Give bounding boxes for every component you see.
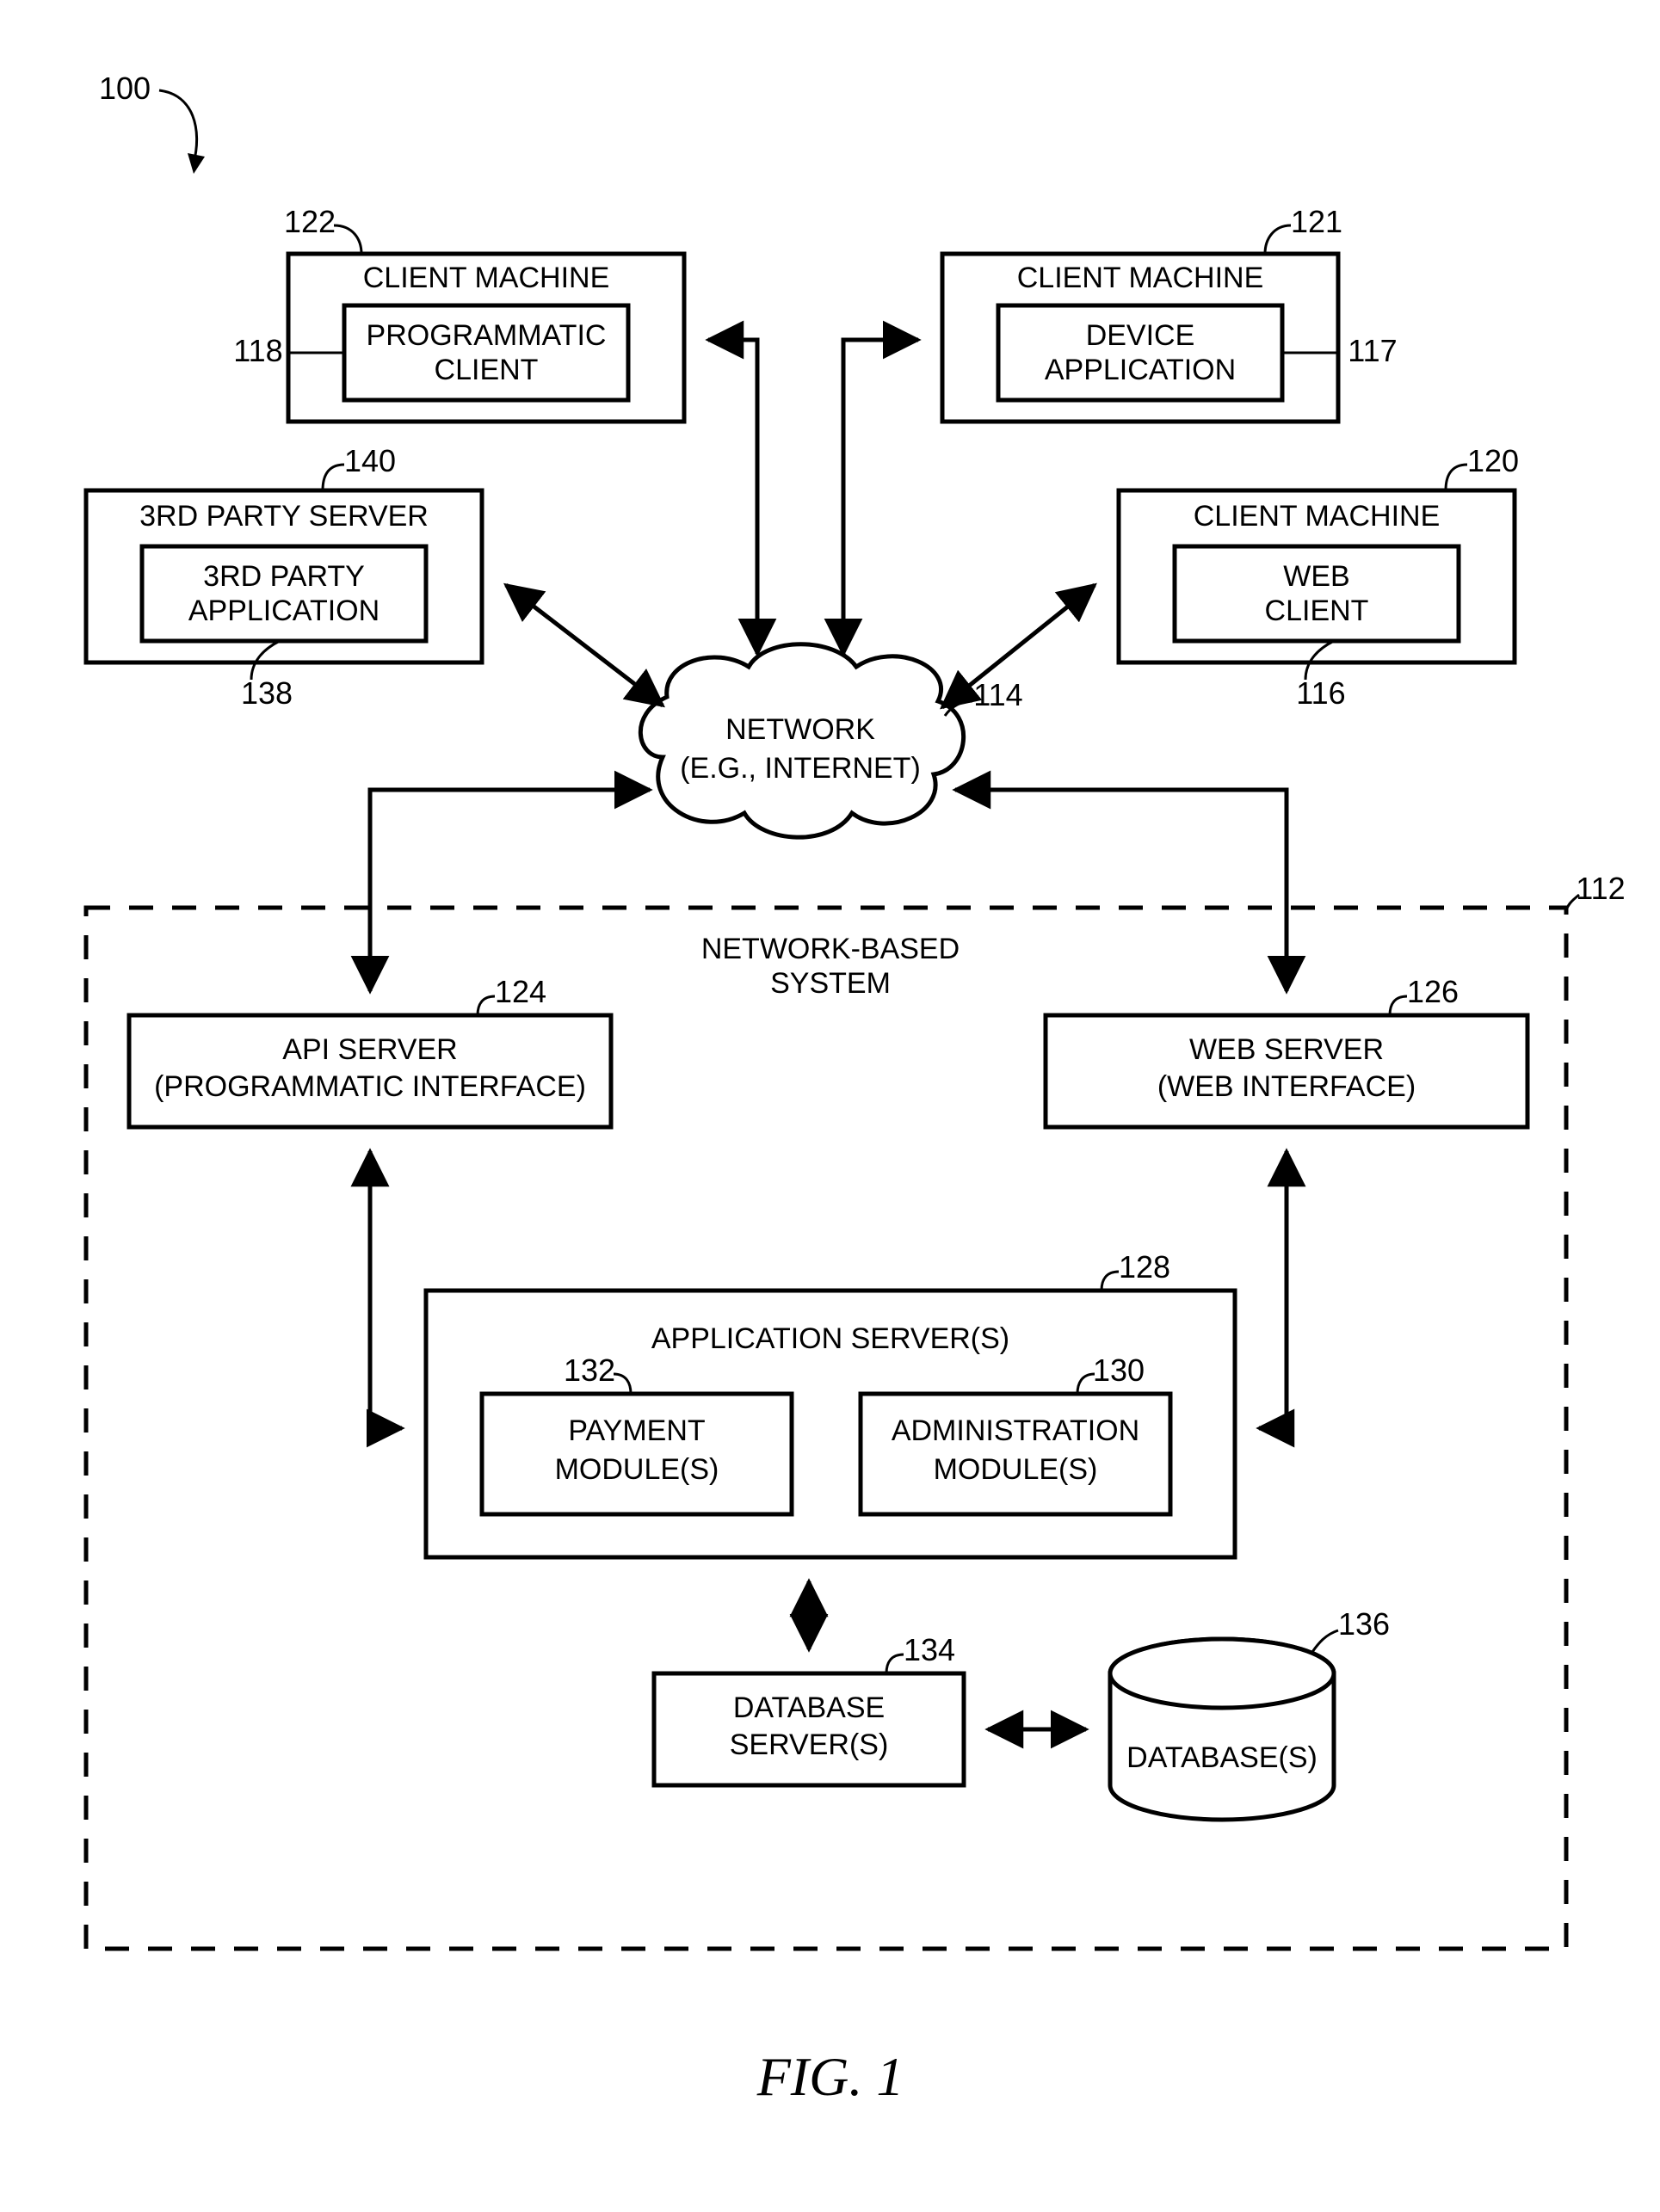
web-server: WEB SERVER (WEB INTERFACE) — [1046, 1015, 1527, 1127]
client-machine-device: CLIENT MACHINE DEVICE APPLICATION — [942, 254, 1338, 422]
ref-112: 112 — [1576, 871, 1625, 906]
client-machine-3-title: CLIENT MACHINE — [1194, 500, 1441, 533]
third-party-title: 3RD PARTY SERVER — [139, 500, 429, 533]
web-client-l1: WEB — [1283, 560, 1349, 593]
edge-api-app — [370, 1151, 402, 1428]
database-server: DATABASE SERVER(S) — [654, 1673, 964, 1785]
web-client-l2: CLIENT — [1265, 595, 1369, 627]
network-system-title-2: SYSTEM — [770, 967, 891, 1000]
ref-116: 116 — [1296, 675, 1345, 711]
edge-net-api — [370, 790, 650, 991]
db-server-l1: DATABASE — [733, 1691, 885, 1724]
ref-132: 132 — [564, 1352, 615, 1388]
ref-124: 124 — [495, 974, 546, 1009]
edge-cm2-net — [843, 340, 918, 654]
ref-134: 134 — [904, 1632, 955, 1667]
edge-tps-net — [506, 585, 663, 705]
ref-121: 121 — [1291, 204, 1342, 239]
programmatic-client-l2: CLIENT — [435, 354, 539, 386]
ref-117: 117 — [1348, 333, 1397, 368]
ref-120: 120 — [1467, 443, 1519, 478]
app-server-title: APPLICATION SERVER(S) — [651, 1322, 1009, 1355]
ref-100-lead — [159, 90, 197, 163]
ref-136: 136 — [1338, 1606, 1390, 1642]
ref-128: 128 — [1119, 1249, 1170, 1285]
database-cylinder: DATABASE(S) — [1110, 1639, 1334, 1820]
programmatic-client-l1: PROGRAMMATIC — [367, 319, 607, 352]
db-server-l2: SERVER(S) — [730, 1728, 889, 1761]
edge-cm1-net — [708, 340, 757, 654]
admin-l2: MODULE(S) — [934, 1453, 1098, 1486]
ref-122: 122 — [284, 204, 336, 239]
network-cloud: NETWORK (E.G., INTERNET) — [640, 644, 963, 837]
third-party-server: 3RD PARTY SERVER 3RD PARTY APPLICATION — [86, 490, 482, 662]
ref-100: 100 — [99, 71, 151, 106]
ref-114: 114 — [973, 677, 1022, 712]
network-l1: NETWORK — [725, 713, 875, 746]
ref-140: 140 — [344, 443, 396, 478]
device-app-l1: DEVICE — [1086, 319, 1195, 352]
payment-l2: MODULE(S) — [555, 1453, 719, 1486]
api-server: API SERVER (PROGRAMMATIC INTERFACE) — [129, 1015, 611, 1127]
web-server-l2: (WEB INTERFACE) — [1157, 1070, 1416, 1103]
system-architecture-diagram: 100 CLIENT MACHINE PROGRAMMATIC CLIENT 1… — [0, 0, 1660, 2212]
network-l2: (E.G., INTERNET) — [680, 752, 921, 785]
client-machine-2-title: CLIENT MACHINE — [1017, 262, 1264, 294]
api-server-l1: API SERVER — [282, 1033, 457, 1066]
api-server-l2: (PROGRAMMATIC INTERFACE) — [154, 1070, 586, 1103]
ref-138: 138 — [241, 675, 293, 711]
client-machine-programmatic: CLIENT MACHINE PROGRAMMATIC CLIENT — [288, 254, 684, 422]
payment-l1: PAYMENT — [568, 1414, 705, 1447]
ref-118: 118 — [233, 333, 282, 368]
third-party-app-l1: 3RD PARTY — [203, 560, 365, 593]
device-app-l2: APPLICATION — [1045, 354, 1236, 386]
edge-web-app — [1259, 1151, 1287, 1428]
figure-label: FIG. 1 — [756, 2046, 904, 2107]
client-machine-1-title: CLIENT MACHINE — [363, 262, 610, 294]
ref-130: 130 — [1093, 1352, 1145, 1388]
web-server-l1: WEB SERVER — [1189, 1033, 1384, 1066]
database-label: DATABASE(S) — [1126, 1741, 1318, 1774]
ref-126: 126 — [1407, 974, 1459, 1009]
network-system-title-1: NETWORK-BASED — [701, 933, 960, 965]
application-server: APPLICATION SERVER(S) PAYMENT MODULE(S) … — [426, 1291, 1235, 1557]
edge-net-web — [955, 790, 1287, 991]
admin-l1: ADMINISTRATION — [892, 1414, 1139, 1447]
third-party-app-l2: APPLICATION — [188, 595, 380, 627]
client-machine-web: CLIENT MACHINE WEB CLIENT — [1119, 490, 1515, 662]
